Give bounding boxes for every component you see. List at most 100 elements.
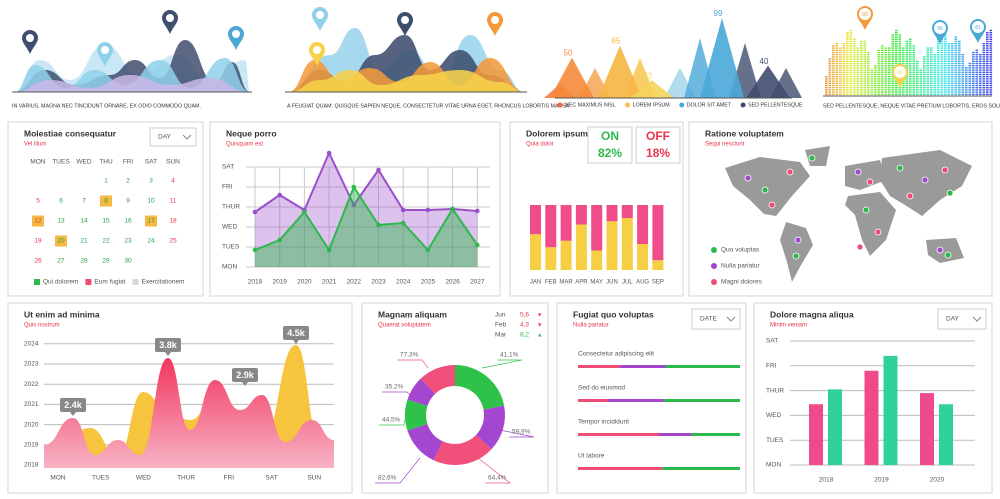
eq-cell — [923, 71, 926, 73]
eq-cell — [828, 60, 832, 62]
eq-cell — [902, 49, 905, 51]
panel-title: Neque porro — [226, 128, 277, 138]
x-tick-label: 2019 — [874, 477, 889, 484]
eq-cell — [895, 89, 898, 91]
bar-segment — [621, 218, 633, 270]
bar-segment — [606, 221, 618, 270]
eq-cell — [975, 69, 979, 71]
eq-cell — [923, 82, 926, 84]
eq-cell — [849, 60, 853, 62]
eq-cell — [937, 67, 940, 69]
eq-cell — [877, 73, 881, 76]
progress-segment — [607, 399, 664, 402]
eq-cell — [937, 89, 940, 91]
eq-cell — [986, 40, 989, 43]
eq-cell — [989, 71, 993, 73]
eq-cell — [835, 93, 839, 95]
eq-cell — [849, 34, 853, 36]
eq-cell — [881, 76, 884, 78]
dropdown[interactable] — [691, 308, 741, 330]
eq-cell — [881, 80, 884, 82]
progress-segment — [578, 365, 621, 368]
eq-cell — [856, 91, 860, 93]
eq-cell — [930, 60, 933, 62]
eq-cell — [898, 58, 902, 60]
eq-cell — [846, 65, 849, 67]
legend-dot — [679, 102, 685, 108]
progress-segment — [665, 365, 740, 368]
eq-cell — [930, 76, 933, 78]
eq-cell — [930, 51, 933, 54]
eq-cell — [832, 87, 835, 89]
callout-label: 4.5k — [287, 328, 306, 338]
eq-cell — [986, 78, 989, 80]
eq-cell — [853, 65, 856, 67]
eq-cell — [835, 73, 839, 76]
caption: A FEUGIAT QUAM. QUISQUE SAPIEN NEQUE, CO… — [287, 103, 570, 109]
eq-cell — [937, 49, 940, 51]
eq-cell — [933, 78, 937, 80]
x-tick-label: APR — [575, 280, 588, 286]
dropdown[interactable] — [149, 127, 197, 147]
eq-cell — [891, 47, 895, 49]
eq-cell — [867, 54, 870, 56]
callout-tip — [242, 382, 248, 386]
eq-cell — [835, 65, 839, 67]
x-tick-label: WED — [136, 475, 151, 482]
eq-cell — [940, 76, 944, 78]
eq-cell — [832, 89, 835, 91]
day: 17 — [147, 218, 155, 225]
point — [425, 207, 431, 213]
eq-cell — [916, 69, 919, 71]
eq-cell — [884, 87, 888, 89]
eq-cell — [972, 82, 975, 84]
eq-cell — [930, 71, 933, 73]
eq-cell — [832, 82, 835, 84]
eq-cell — [905, 78, 909, 80]
eq-cell — [846, 34, 849, 36]
eq-cell — [933, 71, 937, 73]
eq-cell — [828, 71, 832, 73]
eq-cell — [846, 58, 849, 60]
progress-segment — [659, 433, 692, 436]
panel-subtitle: Quia dolor — [526, 142, 554, 148]
eq-cell — [968, 89, 972, 91]
eq-cell — [982, 76, 986, 78]
weekday: SAT — [145, 159, 157, 166]
eq-cell — [944, 93, 947, 95]
day: 21 — [80, 238, 88, 245]
eq-cell — [933, 76, 937, 78]
bar-segment — [545, 247, 557, 270]
eq-cell — [909, 58, 912, 60]
eq-cell — [881, 47, 884, 49]
legend-label: Qui dolorem — [43, 279, 78, 286]
eq-cell — [888, 49, 891, 51]
eq-cell — [884, 73, 888, 76]
eq-cell — [972, 62, 975, 65]
dropdown[interactable] — [937, 308, 987, 330]
eq-cell — [884, 62, 888, 65]
eq-cell — [954, 56, 958, 58]
eq-cell — [975, 67, 979, 69]
eq-cell — [940, 93, 944, 95]
eq-cell — [916, 89, 919, 91]
status-value: 18% — [646, 146, 670, 160]
legend-label: LOREM IPSUM — [633, 102, 670, 108]
eq-cell — [877, 67, 881, 69]
eq-cell — [961, 93, 965, 95]
eq-cell — [853, 87, 856, 89]
eq-cell — [860, 73, 863, 76]
change-trend: ▼ — [537, 312, 542, 318]
eq-cell — [888, 47, 891, 49]
eq-cell — [947, 49, 951, 51]
day-marker — [145, 215, 157, 227]
eq-cell — [930, 65, 933, 67]
eq-cell — [979, 56, 982, 58]
x-tick-label: 2020 — [930, 477, 945, 484]
eq-cell — [912, 54, 916, 56]
chevron — [972, 316, 982, 322]
eq-cell — [842, 56, 846, 58]
eq-cell — [940, 89, 944, 91]
eq-cell — [891, 91, 895, 93]
day: 20 — [57, 238, 65, 245]
